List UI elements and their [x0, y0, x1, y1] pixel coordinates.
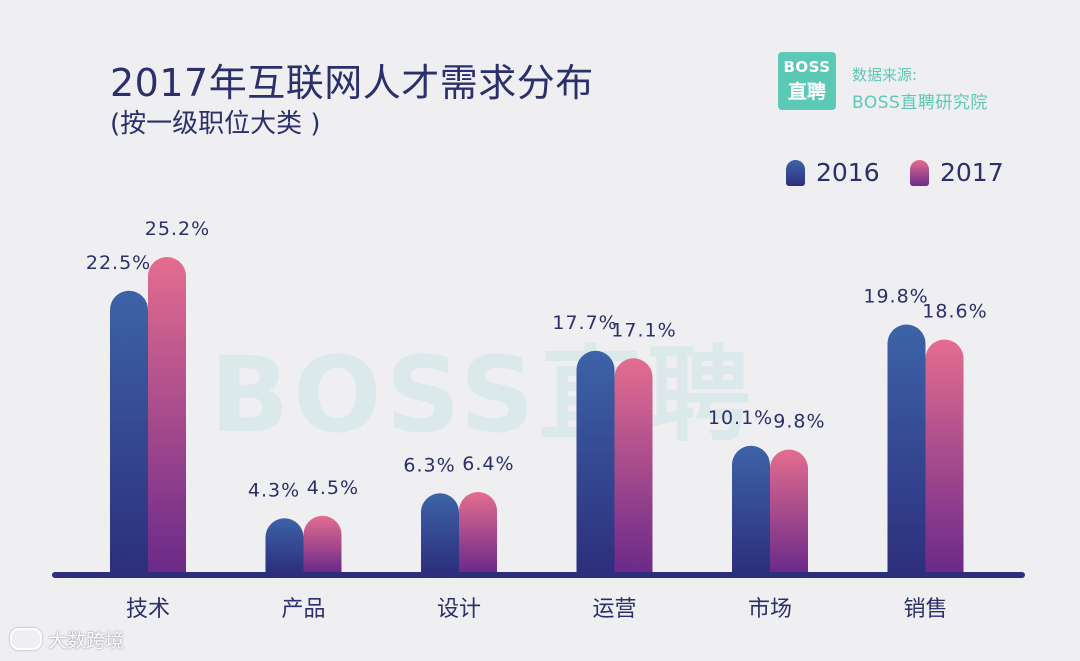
boss-logo: BOSS 直聘: [778, 52, 836, 110]
logo-text-bottom: 直聘: [787, 81, 826, 103]
source-label: 数据来源:: [852, 66, 918, 84]
value-label-2016-5: 19.8%: [863, 286, 928, 308]
bar-2017-3: [614, 358, 653, 572]
bar-2017-1: [303, 515, 342, 572]
category-label-4: 市场: [748, 597, 792, 622]
bar-2016-5: [887, 324, 926, 572]
bar-2016-0: [110, 290, 148, 572]
value-label-2017-5: 18.6%: [922, 301, 987, 323]
category-label-3: 运营: [592, 597, 636, 622]
value-label-2017-0: 25.2%: [145, 218, 210, 240]
chart-title: 2017年互联网人才需求分布: [110, 61, 594, 105]
source-name: BOSS直聘研究院: [852, 93, 988, 113]
value-label-2016-1: 4.3%: [248, 479, 300, 501]
corner-watermark-text: 大数跨境: [48, 630, 125, 652]
category-label-0: 技术: [126, 597, 170, 622]
logo-text-top: BOSS: [783, 58, 831, 76]
value-label-2017-1: 4.5%: [307, 477, 359, 499]
category-label-5: 销售: [903, 597, 947, 622]
legend-label-2017: 2017: [940, 158, 1004, 187]
bar-2016-4: [732, 445, 770, 572]
category-label-2: 设计: [437, 597, 481, 622]
bar-2016-1: [265, 518, 304, 572]
value-label-2016-3: 17.7%: [552, 312, 617, 334]
chart-subtitle: (按一级职位大类 ): [110, 109, 321, 139]
corner-watermark: 大数跨境: [10, 626, 124, 653]
legend-swatch-2017: [910, 160, 929, 186]
watermark: BOSS直聘: [210, 334, 755, 456]
value-label-2017-2: 6.4%: [462, 453, 514, 475]
bar-2016-2: [421, 493, 459, 572]
category-label-1: 产品: [281, 597, 325, 622]
bar-2017-5: [925, 339, 964, 572]
legend-swatch-2016: [786, 160, 805, 186]
value-label-2016-4: 10.1%: [708, 407, 773, 429]
value-label-2017-3: 17.1%: [611, 319, 676, 341]
brand-icon: [10, 628, 42, 650]
bar-2017-2: [459, 492, 497, 572]
bar-2017-4: [770, 449, 808, 572]
bar-2016-3: [576, 350, 615, 572]
bar-2017-0: [148, 257, 186, 572]
value-label-2016-2: 6.3%: [403, 454, 455, 476]
value-label-2016-0: 22.5%: [86, 252, 151, 274]
value-label-2017-4: 9.8%: [773, 411, 825, 433]
legend-label-2016: 2016: [816, 158, 880, 187]
